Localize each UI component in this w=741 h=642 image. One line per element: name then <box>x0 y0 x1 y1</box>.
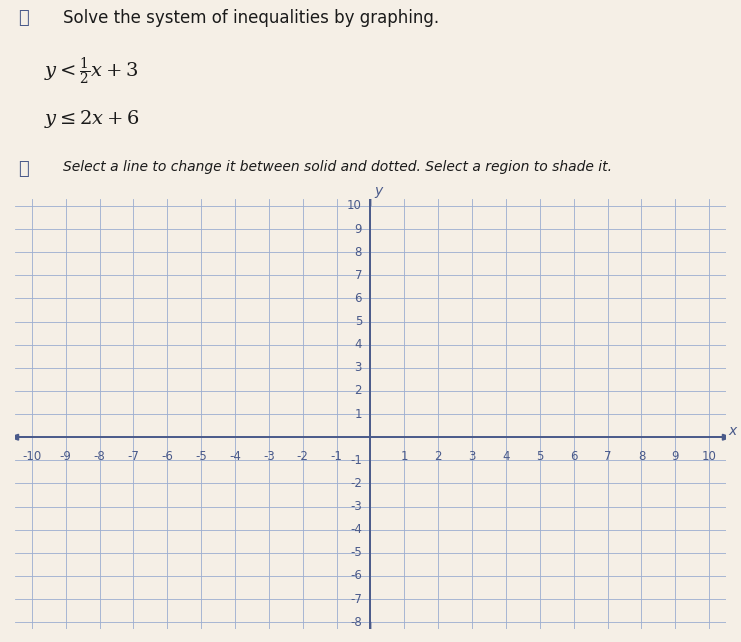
Text: -1: -1 <box>350 454 362 467</box>
Text: 2: 2 <box>354 385 362 397</box>
Text: -7: -7 <box>127 450 139 463</box>
Text: -2: -2 <box>297 450 309 463</box>
Text: x: x <box>728 424 736 438</box>
FancyArrow shape <box>366 622 375 637</box>
Text: -9: -9 <box>60 450 72 463</box>
Text: -8: -8 <box>93 450 105 463</box>
Text: -7: -7 <box>350 593 362 605</box>
Text: -3: -3 <box>263 450 275 463</box>
Text: 7: 7 <box>604 450 611 463</box>
Text: 3: 3 <box>468 450 476 463</box>
Text: -3: -3 <box>350 500 362 513</box>
Text: 4: 4 <box>354 338 362 351</box>
Text: -6: -6 <box>350 569 362 582</box>
Text: -1: -1 <box>330 450 342 463</box>
FancyArrow shape <box>366 191 375 206</box>
Text: 6: 6 <box>570 450 577 463</box>
Text: 1: 1 <box>354 408 362 421</box>
Text: 10: 10 <box>347 200 362 213</box>
Text: 7: 7 <box>354 269 362 282</box>
Text: 🔊: 🔊 <box>19 160 30 178</box>
Text: 5: 5 <box>355 315 362 328</box>
Text: -4: -4 <box>229 450 241 463</box>
Text: 6: 6 <box>354 292 362 305</box>
Text: 🔊: 🔊 <box>19 9 30 28</box>
Text: -8: -8 <box>350 616 362 629</box>
Text: 10: 10 <box>702 450 717 463</box>
FancyArrow shape <box>709 435 731 440</box>
Text: 2: 2 <box>434 450 442 463</box>
Text: $y \leq 2x + 6$: $y \leq 2x + 6$ <box>44 108 140 130</box>
Text: -5: -5 <box>196 450 207 463</box>
Text: -5: -5 <box>350 546 362 559</box>
Text: 9: 9 <box>354 223 362 236</box>
Text: 8: 8 <box>638 450 645 463</box>
Text: 4: 4 <box>502 450 510 463</box>
Text: $y < \frac{1}{2}x + 3$: $y < \frac{1}{2}x + 3$ <box>44 56 139 88</box>
Text: 1: 1 <box>401 450 408 463</box>
Text: 3: 3 <box>355 361 362 374</box>
Text: 9: 9 <box>671 450 679 463</box>
Text: Solve the system of inequalities by graphing.: Solve the system of inequalities by grap… <box>63 9 439 28</box>
Text: -4: -4 <box>350 523 362 536</box>
FancyArrow shape <box>10 435 32 440</box>
Text: 8: 8 <box>355 246 362 259</box>
Text: Select a line to change it between solid and dotted. Select a region to shade it: Select a line to change it between solid… <box>63 160 612 174</box>
Text: -2: -2 <box>350 477 362 490</box>
Text: y: y <box>375 184 383 198</box>
Text: -6: -6 <box>162 450 173 463</box>
Text: -10: -10 <box>22 450 41 463</box>
Text: 5: 5 <box>536 450 544 463</box>
